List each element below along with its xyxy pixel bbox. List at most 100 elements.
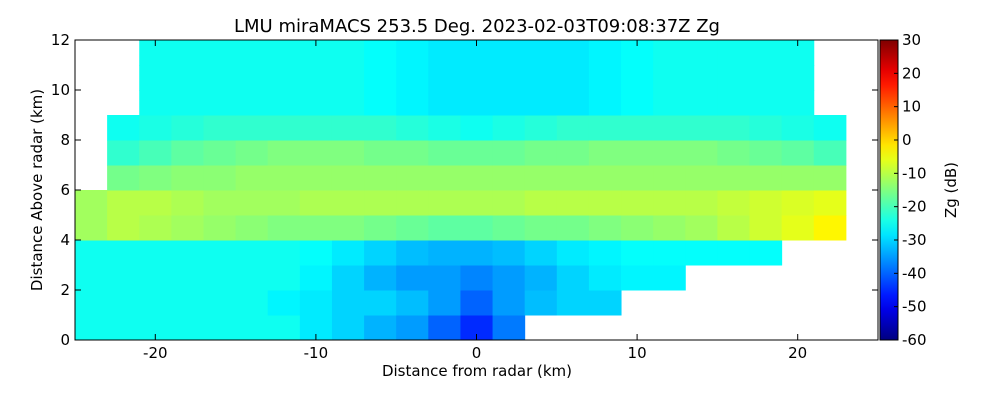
cell [235,290,269,316]
cell [813,165,847,191]
cell [235,65,269,91]
cell [139,90,172,116]
cell [267,40,301,66]
cell [524,165,558,191]
cell [235,40,269,66]
cell [396,90,429,116]
cell [203,115,237,141]
cell [171,315,204,341]
cell [139,65,172,91]
cell [171,65,204,91]
cell [139,290,172,316]
colorbar-tick-label: -30 [902,231,927,249]
cell [749,40,783,66]
cell [588,190,622,216]
cell [428,115,461,141]
cell [107,140,140,166]
cell [364,215,397,241]
cell [428,215,461,241]
cell [556,65,590,91]
cell [171,265,204,291]
cell [685,215,718,241]
cell [299,140,333,166]
colorbar-tick-label: 20 [902,64,921,82]
cell [267,290,301,316]
cell [267,90,301,116]
cell [717,40,751,66]
cell [203,140,237,166]
cell [171,165,204,191]
cell [139,115,172,141]
cell [621,190,654,216]
cell [331,265,365,291]
cell [749,140,783,166]
cell [428,140,461,166]
y-tick-label: 0 [60,331,70,349]
colorbar-label: Zg (dB) [942,162,960,218]
cell [524,140,558,166]
cell [107,290,140,316]
cell [460,115,494,141]
y-tick-label: 8 [60,131,70,149]
colorbar-tick-label: -50 [902,298,927,316]
cell [588,140,622,166]
cell [267,65,301,91]
cell [331,190,365,216]
cell [299,215,333,241]
cell [235,90,269,116]
cell [588,265,622,291]
cell [492,165,526,191]
cell [203,65,237,91]
cell [428,40,461,66]
colorbar-tick-label: -40 [902,264,927,282]
x-tick-label: 20 [788,344,807,362]
cell [685,190,718,216]
cell [749,90,783,116]
cell [685,90,718,116]
cell [396,215,429,241]
cell [235,265,269,291]
cell [107,115,140,141]
cell [364,115,397,141]
colorbar-tick-label: 30 [902,31,921,49]
cell [171,40,204,66]
cell [524,190,558,216]
cell [364,165,397,191]
cell [171,90,204,116]
cell [588,90,622,116]
cell [299,65,333,91]
cell [364,65,397,91]
cell [331,215,365,241]
cell [588,240,622,266]
x-axis-label: Distance from radar (km) [382,362,572,380]
cell [331,115,365,141]
cell [171,240,204,266]
cell [717,215,751,241]
colorbar-tick-label: -20 [902,198,927,216]
cell [396,315,429,341]
cell [267,115,301,141]
colorbar-tick-label: -60 [902,331,927,349]
cell [75,240,108,266]
cell [460,215,494,241]
cell [267,315,301,341]
cell [107,315,140,341]
cell [717,115,751,141]
cell [749,215,783,241]
cell [492,290,526,316]
cell [75,215,108,241]
cell [492,265,526,291]
y-tick-label: 12 [51,31,70,49]
cell [107,240,140,266]
x-tick-label: -20 [143,344,168,362]
cell [299,190,333,216]
cell [685,115,718,141]
cell [813,190,847,216]
cell [396,290,429,316]
cell [107,265,140,291]
cell [364,90,397,116]
cell [460,190,494,216]
cell [492,140,526,166]
cell [556,240,590,266]
cell [203,315,237,341]
